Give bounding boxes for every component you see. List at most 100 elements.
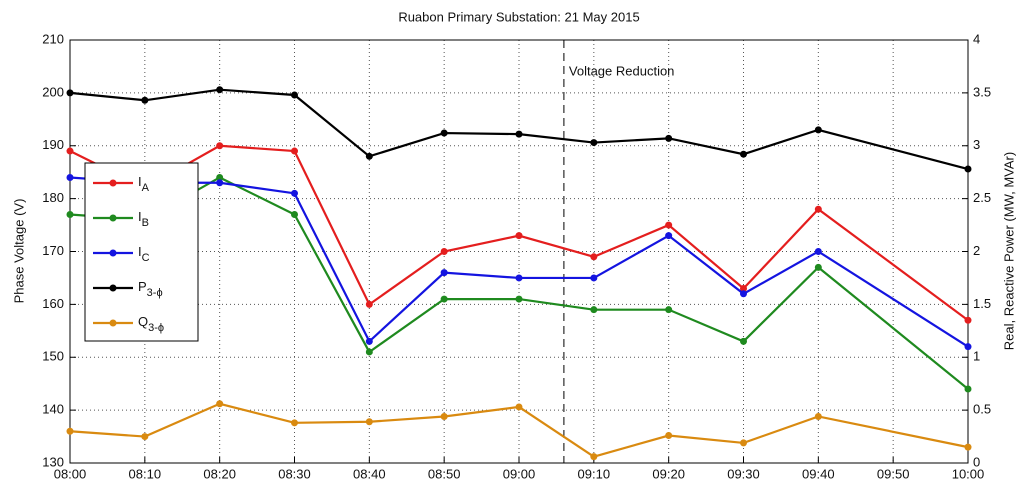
legend-marker — [109, 179, 117, 187]
marker — [291, 210, 298, 218]
x-tick-label: 09:20 — [652, 466, 685, 481]
marker — [365, 348, 373, 356]
marker — [440, 412, 448, 420]
y-tick-label: 200 — [42, 84, 64, 99]
y-tick-label: 150 — [42, 349, 64, 364]
x-tick-label: 08:00 — [54, 466, 87, 481]
marker — [216, 179, 224, 187]
marker — [814, 126, 822, 134]
marker — [365, 300, 373, 308]
legend-label: IC — [138, 244, 150, 263]
x-tick-label: 08:50 — [428, 466, 461, 481]
legend-label: Q3-ϕ — [138, 314, 164, 333]
marker — [590, 453, 598, 461]
marker — [66, 173, 74, 181]
marker — [141, 433, 149, 441]
marker — [665, 232, 673, 240]
y2-axis-label: Real, Reactive Power (MW, MVAr) — [1001, 152, 1016, 350]
legend-label: P3-ϕ — [138, 279, 163, 298]
legend-marker — [109, 249, 117, 257]
marker — [291, 147, 298, 155]
y2-tick-label: 1.5 — [973, 296, 991, 311]
y-tick-label: 210 — [42, 31, 64, 46]
marker — [964, 443, 972, 451]
y2-tick-label: 1 — [973, 349, 980, 364]
series-line — [69, 88, 969, 171]
y-tick-label: 140 — [42, 402, 64, 417]
y2-tick-label: 2 — [973, 243, 980, 258]
legend-label: IA — [138, 174, 150, 193]
marker — [440, 248, 448, 255]
marker — [515, 130, 523, 138]
marker — [291, 189, 298, 197]
y2-tick-label: 3.5 — [973, 84, 991, 99]
marker — [365, 418, 373, 426]
marker — [216, 142, 224, 150]
marker — [590, 253, 598, 261]
marker — [291, 91, 298, 99]
marker — [665, 221, 673, 229]
marker — [740, 337, 747, 345]
marker — [291, 419, 298, 427]
marker — [515, 232, 523, 240]
marker — [216, 86, 224, 94]
marker — [66, 89, 74, 97]
marker — [740, 439, 747, 447]
marker — [964, 343, 972, 351]
x-tick-label: 08:40 — [353, 466, 386, 481]
marker — [440, 295, 448, 303]
x-tick-label: 09:00 — [503, 466, 536, 481]
marker — [740, 285, 747, 293]
x-tick-label: 08:20 — [203, 466, 236, 481]
marker — [814, 205, 822, 213]
marker — [440, 269, 448, 277]
y2-tick-label: 4 — [973, 31, 980, 46]
series-line — [69, 176, 969, 348]
marker — [515, 295, 523, 303]
legend: IA IB IC P3-ϕ Q3-ϕ — [84, 162, 199, 342]
x-tick-label: 08:30 — [278, 466, 311, 481]
plot-frame — [69, 39, 969, 464]
marker — [66, 147, 74, 155]
series-line — [69, 176, 969, 390]
marker — [216, 400, 224, 408]
legend-marker — [109, 284, 117, 292]
marker — [590, 274, 598, 282]
marker — [66, 210, 74, 218]
y-tick-label: 130 — [42, 454, 64, 469]
y2-tick-label: 0 — [973, 454, 980, 469]
legend-label: IB — [138, 209, 149, 228]
y-axis-label: Phase Voltage (V) — [11, 199, 26, 304]
y2-tick-label: 0.5 — [973, 402, 991, 417]
marker — [141, 96, 149, 104]
marker — [964, 165, 972, 173]
series-line — [69, 144, 969, 322]
y2-tick-label: 2.5 — [973, 190, 991, 205]
marker — [590, 306, 598, 314]
y2-tick-label: 3 — [973, 137, 980, 152]
marker — [740, 290, 747, 298]
annotation-text: Voltage Reduction — [569, 63, 675, 78]
legend-marker — [109, 319, 117, 327]
marker — [515, 403, 523, 411]
marker — [814, 263, 822, 271]
chart-title: Ruabon Primary Substation: 21 May 2015 — [398, 9, 639, 24]
x-tick-label: 09:30 — [727, 466, 760, 481]
x-tick-label: 08:10 — [129, 466, 162, 481]
marker — [66, 427, 74, 435]
marker — [665, 134, 673, 142]
marker — [440, 129, 448, 137]
marker — [590, 139, 598, 147]
marker — [365, 337, 373, 345]
marker — [814, 248, 822, 255]
marker — [515, 274, 523, 282]
y-tick-label: 180 — [42, 190, 64, 205]
x-tick-label: 09:40 — [802, 466, 835, 481]
marker — [964, 316, 972, 324]
marker — [216, 173, 224, 181]
x-tick-label: 09:10 — [578, 466, 611, 481]
y-tick-label: 190 — [42, 137, 64, 152]
legend-marker — [109, 214, 117, 222]
y-tick-label: 170 — [42, 243, 64, 258]
